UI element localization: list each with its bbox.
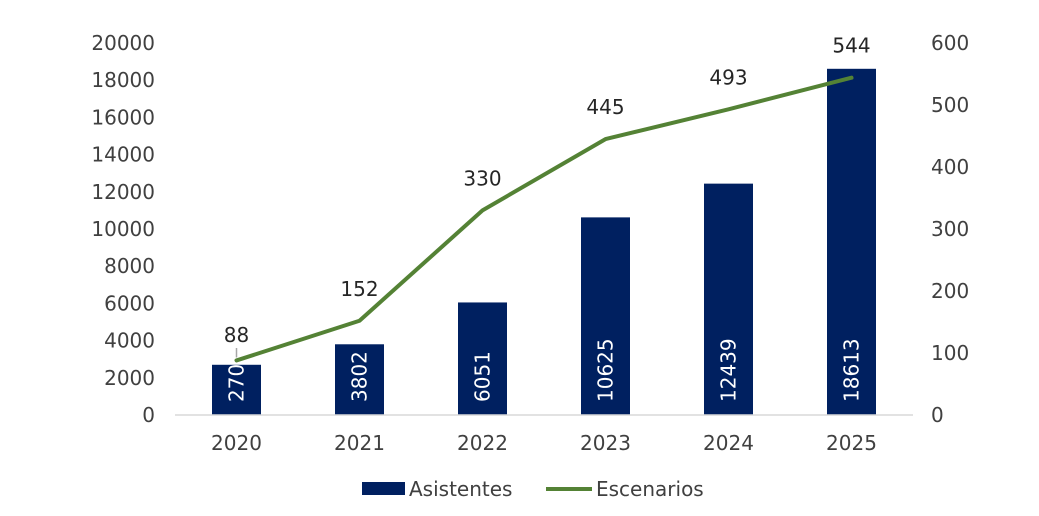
left-axis-tick-label: 0 (142, 403, 155, 427)
legend: Asistentes Escenarios (362, 477, 704, 501)
x-axis-tick-label: 2023 (580, 431, 631, 455)
left-axis-tick-label: 2000 (104, 366, 155, 390)
x-axis-tick-label: 2022 (457, 431, 508, 455)
left-axis-tick-label: 10000 (91, 217, 155, 241)
line-data-label: 88 (224, 323, 249, 347)
bar-2022 (458, 302, 507, 415)
x-axis-tick-label: 2020 (211, 431, 262, 455)
bar-data-label: 10625 (594, 338, 618, 402)
left-axis-tick-label: 12000 (91, 180, 155, 204)
line-data-label: 544 (832, 34, 870, 58)
left-axis-tick-label: 20000 (91, 31, 155, 55)
right-axis-ticks: 0 100 200 300 400 500 600 (931, 31, 969, 427)
bar-data-labels: 270 3802 6051 10625 12439 18613 (225, 338, 864, 402)
legend-label-escenarios: Escenarios (596, 477, 704, 501)
bar-2020 (212, 364, 261, 415)
bar-2025 (827, 68, 876, 415)
left-axis-tick-label: 6000 (104, 291, 155, 315)
bar-2021 (335, 344, 384, 415)
line-data-label: 493 (709, 65, 747, 89)
right-axis-tick-label: 200 (931, 279, 969, 303)
bar-2023 (581, 217, 630, 415)
right-axis-tick-label: 500 (931, 93, 969, 117)
legend-swatch-asistentes (362, 482, 405, 495)
bar-data-label: 6051 (471, 351, 495, 402)
left-axis-tick-label: 18000 (91, 68, 155, 92)
right-axis-tick-label: 400 (931, 155, 969, 179)
left-axis-tick-label: 4000 (104, 329, 155, 353)
bar-data-label: 270 (225, 364, 249, 402)
left-axis-ticks: 0 2000 4000 6000 8000 10000 12000 14000 16000 180… (91, 31, 155, 427)
x-axis-tick-label: 2024 (703, 431, 754, 455)
bar-2024 (704, 183, 753, 415)
line-data-label: 152 (340, 277, 378, 301)
legend-label-asistentes: Asistentes (409, 477, 512, 501)
left-axis-tick-label: 14000 (91, 143, 155, 167)
bar-data-label: 12439 (717, 338, 741, 402)
x-axis-tick-label: 2021 (334, 431, 385, 455)
left-axis-tick-label: 16000 (91, 105, 155, 129)
right-axis-tick-label: 300 (931, 217, 969, 241)
right-axis-tick-label: 0 (931, 403, 944, 427)
x-axis-tick-label: 2025 (826, 431, 877, 455)
line-escenarios (234, 75, 854, 363)
bar-data-label: 3802 (348, 351, 372, 402)
left-axis-tick-label: 8000 (104, 254, 155, 278)
right-axis-tick-label: 100 (931, 341, 969, 365)
line-series-escenarios (234, 75, 854, 363)
line-data-labels: 88 152 330 445 493 544 (224, 34, 871, 347)
line-data-label: 445 (586, 95, 624, 119)
x-axis-ticks: 2020 2021 2022 2023 2024 2025 (211, 431, 877, 455)
bar-data-label: 18613 (840, 338, 864, 402)
bar-series-asistentes (212, 68, 876, 415)
line-data-label: 330 (463, 166, 501, 190)
right-axis-tick-label: 600 (931, 31, 969, 55)
